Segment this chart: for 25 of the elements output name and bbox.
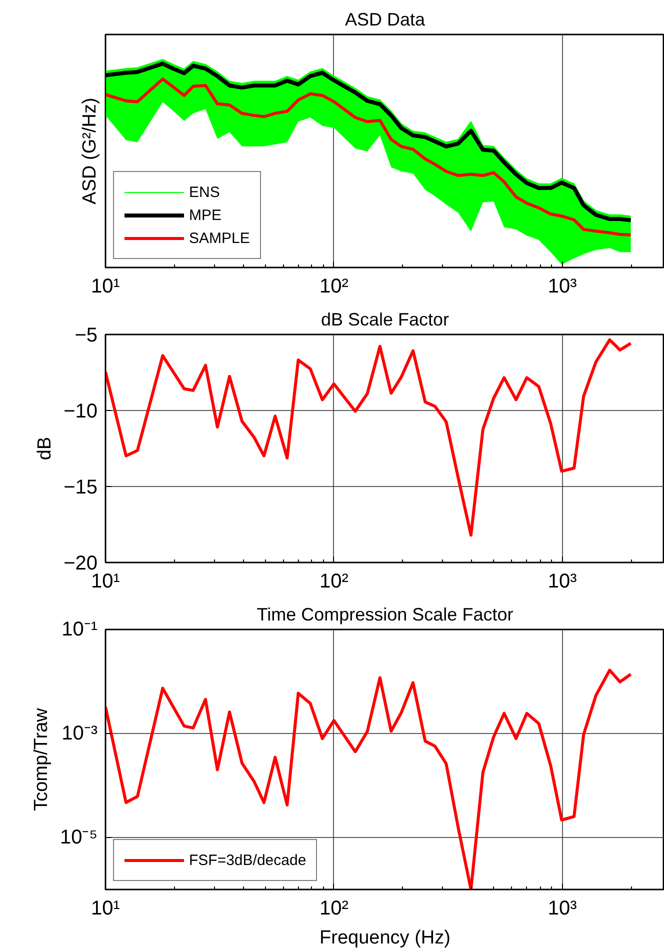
- x-tick-label: 10³: [548, 898, 578, 920]
- legend-label: MPE: [189, 206, 222, 224]
- x-tick-label: 10³: [548, 276, 578, 298]
- chart-title: dB Scale Factor: [320, 310, 450, 330]
- x-tick-label: 10¹: [91, 276, 120, 298]
- chart-title: Time Compression Scale Factor: [256, 604, 514, 624]
- y-tick-label: 10⁻³: [62, 722, 98, 744]
- x-tick-label: 10¹: [91, 898, 120, 920]
- y-axis-title: dB: [34, 436, 56, 460]
- x-axis-title: Frequency (Hz): [320, 928, 450, 948]
- x-tick-label: 10²: [319, 276, 349, 298]
- legend-label: ENS: [189, 184, 220, 200]
- y-tick-label: −10: [64, 400, 98, 422]
- chart-title: ASD Data: [344, 10, 426, 30]
- y-tick-label: 10⁻⁵: [60, 826, 98, 848]
- x-tick-label: 10²: [319, 898, 349, 920]
- legend-label: SAMPLE: [189, 230, 250, 246]
- y-tick-label: −5: [74, 324, 98, 346]
- y-axis-title: Tcomp/Traw: [30, 708, 52, 811]
- y-tick-label: 10⁻¹: [62, 618, 98, 640]
- y-tick-label: −15: [64, 476, 98, 498]
- y-axis-title: ASD (G²/Hz): [80, 98, 100, 204]
- legend-label: FSF=3dB/decade: [189, 852, 306, 868]
- x-tick-label: 10²: [319, 570, 349, 592]
- x-tick-label: 10³: [548, 570, 578, 592]
